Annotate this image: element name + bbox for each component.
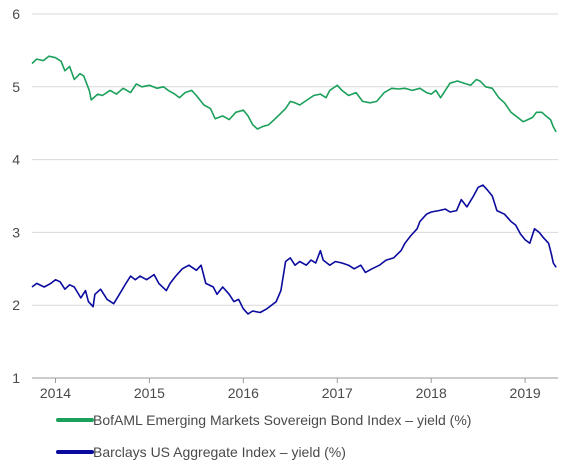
y-tick-label: 5: [12, 79, 20, 95]
x-tick-label: 2016: [228, 385, 259, 401]
y-tick-label: 4: [12, 152, 20, 168]
series-line-us-aggregate: [31, 184, 557, 315]
legend-item-emerging-markets[interactable]: BofAML Emerging Markets Sovereign Bond I…: [56, 412, 471, 428]
x-tick-label: 2017: [322, 385, 353, 401]
x-tick-label: 2015: [134, 385, 165, 401]
y-tick-label: 3: [12, 224, 20, 240]
legend-label-emerging-markets: BofAML Emerging Markets Sovereign Bond I…: [93, 412, 471, 428]
y-tick-label: 2: [12, 297, 20, 313]
y-tick-label: 1: [12, 370, 20, 386]
legend-item-us-aggregate[interactable]: Barclays US Aggregate Index – yield (%): [56, 444, 346, 460]
series-lines: [31, 55, 557, 315]
legend-label-us-aggregate: Barclays US Aggregate Index – yield (%): [93, 444, 346, 460]
x-tick-label: 2014: [40, 385, 71, 401]
y-axis-tick-labels: 1 2 3 4 5 6: [12, 6, 20, 386]
x-tick-label: 2019: [510, 385, 541, 401]
legend: BofAML Emerging Markets Sovereign Bond I…: [56, 412, 471, 460]
gridlines: [32, 13, 558, 379]
x-axis-tick-labels: 2014 2015 2016 2017 2018 2019: [40, 378, 541, 401]
series-line-emerging-markets: [31, 55, 557, 133]
x-tick-label: 2018: [416, 385, 447, 401]
y-tick-label: 6: [12, 6, 20, 22]
